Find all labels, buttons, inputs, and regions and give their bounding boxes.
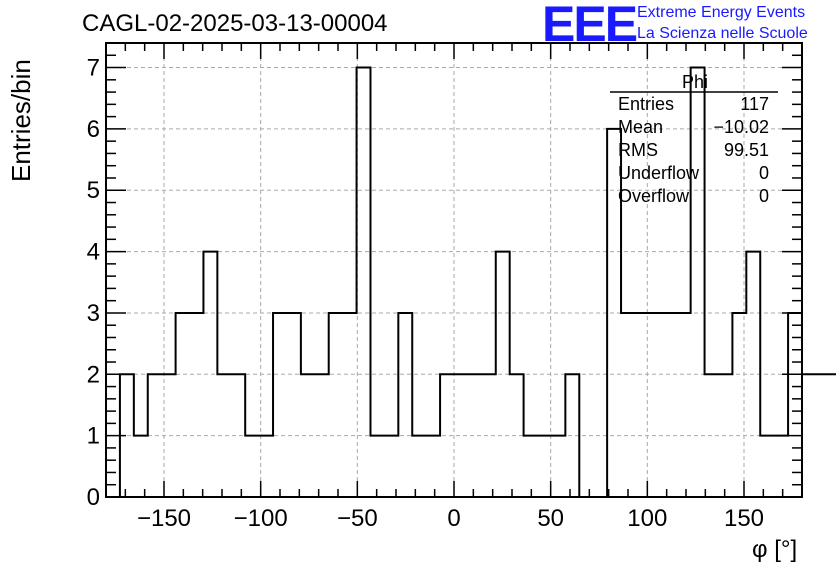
x-tick-label: 0 [447, 505, 460, 532]
stats-row-value: −10.02 [713, 117, 769, 137]
stats-row-label: Mean [618, 117, 663, 137]
y-axis-label: Entries/bin [6, 59, 36, 182]
eee-logo: EEE [542, 0, 638, 52]
y-tick-label: 2 [87, 361, 100, 388]
y-tick-label: 5 [87, 177, 100, 204]
stats-box: Phi Entries 117 Mean −10.02 RMS 99.51 Underflow… [610, 72, 778, 206]
y-tick-label: 0 [87, 484, 100, 511]
y-tick-label: 1 [87, 423, 100, 450]
y-tick-label: 6 [87, 116, 100, 143]
y-tick-label: 7 [87, 55, 100, 82]
x-tick-label: 50 [537, 505, 564, 532]
logo-caption-line1: Extreme Energy Events [637, 4, 806, 21]
histogram-line [106, 66, 836, 498]
x-tick-label: 100 [627, 505, 667, 532]
stats-row-label: RMS [618, 140, 658, 160]
stats-row-label: Underflow [618, 163, 700, 183]
stats-row-value: 0 [759, 186, 769, 206]
stats-row-label: Overflow [618, 186, 690, 206]
axis-tick-labels: −150 −100 −50 0 50 100 150 0 1 2 3 4 5 6 7 [87, 55, 764, 532]
chart-title: CAGL-02-2025-03-13-00004 [82, 10, 388, 37]
x-tick-label: 150 [724, 505, 764, 532]
x-axis-label: φ [°] [752, 536, 798, 563]
stats-row-value: 99.51 [724, 140, 769, 160]
grid-lines [106, 43, 802, 497]
stats-row-value: 0 [759, 163, 769, 183]
x-tick-label: −100 [234, 505, 288, 532]
x-tick-label: −50 [337, 505, 378, 532]
x-tick-label: −150 [137, 505, 191, 532]
stats-row-value: 117 [740, 94, 769, 114]
stats-row-label: Entries [618, 94, 674, 114]
y-tick-label: 3 [87, 300, 100, 327]
logo-caption-line2: La Scienza nelle Scuole [637, 25, 808, 42]
y-tick-label: 4 [87, 239, 100, 266]
stats-box-name: Phi [682, 72, 708, 92]
axis-ticks [105, 42, 803, 498]
